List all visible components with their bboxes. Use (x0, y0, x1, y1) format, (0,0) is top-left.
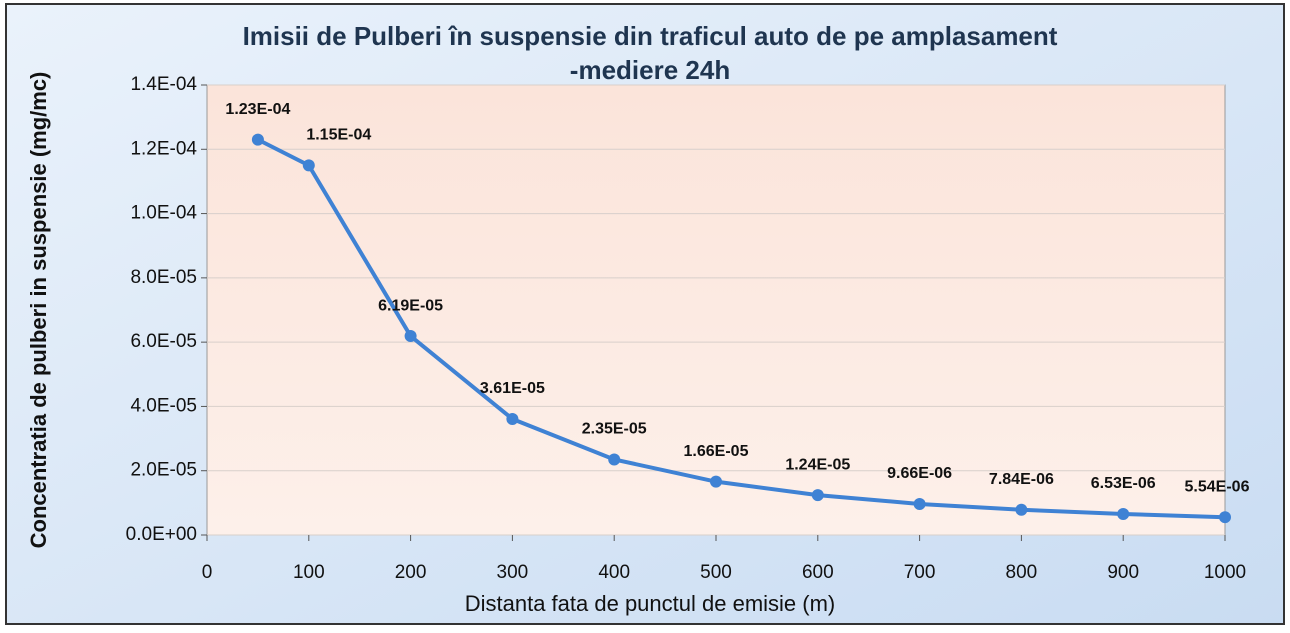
y-tick-label: 2.0E-05 (130, 460, 197, 481)
data-label: 1.24E-05 (785, 456, 850, 473)
plot-area (206, 84, 1226, 536)
data-label: 2.35E-05 (582, 421, 647, 438)
x-tick-label: 200 (395, 562, 427, 583)
marker (710, 475, 722, 488)
chart-title: Imisii de Pulberi în suspensie din trafi… (243, 21, 1058, 51)
y-tick-label: 8.0E-05 (130, 267, 197, 288)
x-tick-label: 900 (1107, 562, 1139, 583)
marker (1219, 511, 1231, 524)
data-label: 7.84E-06 (989, 471, 1054, 488)
y-tick-label: 1.2E-04 (130, 138, 197, 159)
marker (302, 159, 315, 172)
data-label: 1.15E-04 (306, 127, 371, 144)
x-axis-label: Distanta fata de punctul de emisie (m) (465, 591, 836, 616)
y-tick-label: 0.0E+00 (126, 524, 197, 545)
marker (251, 133, 264, 146)
y-tick-label: 6.0E-05 (130, 331, 197, 352)
y-tick-label: 4.0E-05 (130, 395, 197, 416)
x-tick-label: 700 (904, 562, 936, 583)
x-tick-label: 800 (1006, 562, 1038, 583)
data-label: 1.66E-05 (684, 443, 749, 460)
x-tick-label: 400 (598, 562, 630, 583)
marker (506, 412, 519, 425)
marker (1117, 508, 1130, 521)
data-label: 3.61E-05 (480, 380, 545, 397)
x-tick-label: 500 (700, 562, 732, 583)
x-tick-label: 1000 (1204, 562, 1246, 583)
chart-title: -mediere 24h (570, 55, 730, 85)
marker (608, 453, 621, 466)
x-tick-label: 600 (802, 562, 834, 583)
data-label: 6.53E-06 (1091, 475, 1156, 492)
data-label: 6.19E-05 (378, 297, 443, 314)
y-axis-label: Concentratia de pulberi in suspensie (mg… (26, 72, 51, 549)
marker (913, 497, 926, 510)
data-label: 1.23E-04 (225, 101, 290, 118)
marker (1015, 503, 1028, 516)
x-tick-label: 300 (497, 562, 529, 583)
data-label: 9.66E-06 (887, 465, 952, 482)
marker (404, 330, 417, 343)
marker (811, 489, 824, 502)
data-label: 5.54E-06 (1185, 478, 1250, 495)
x-tick-label: 100 (293, 562, 325, 583)
y-tick-label: 1.4E-04 (130, 74, 197, 95)
y-tick-label: 1.0E-04 (130, 203, 197, 224)
x-tick-label: 0 (202, 562, 213, 583)
